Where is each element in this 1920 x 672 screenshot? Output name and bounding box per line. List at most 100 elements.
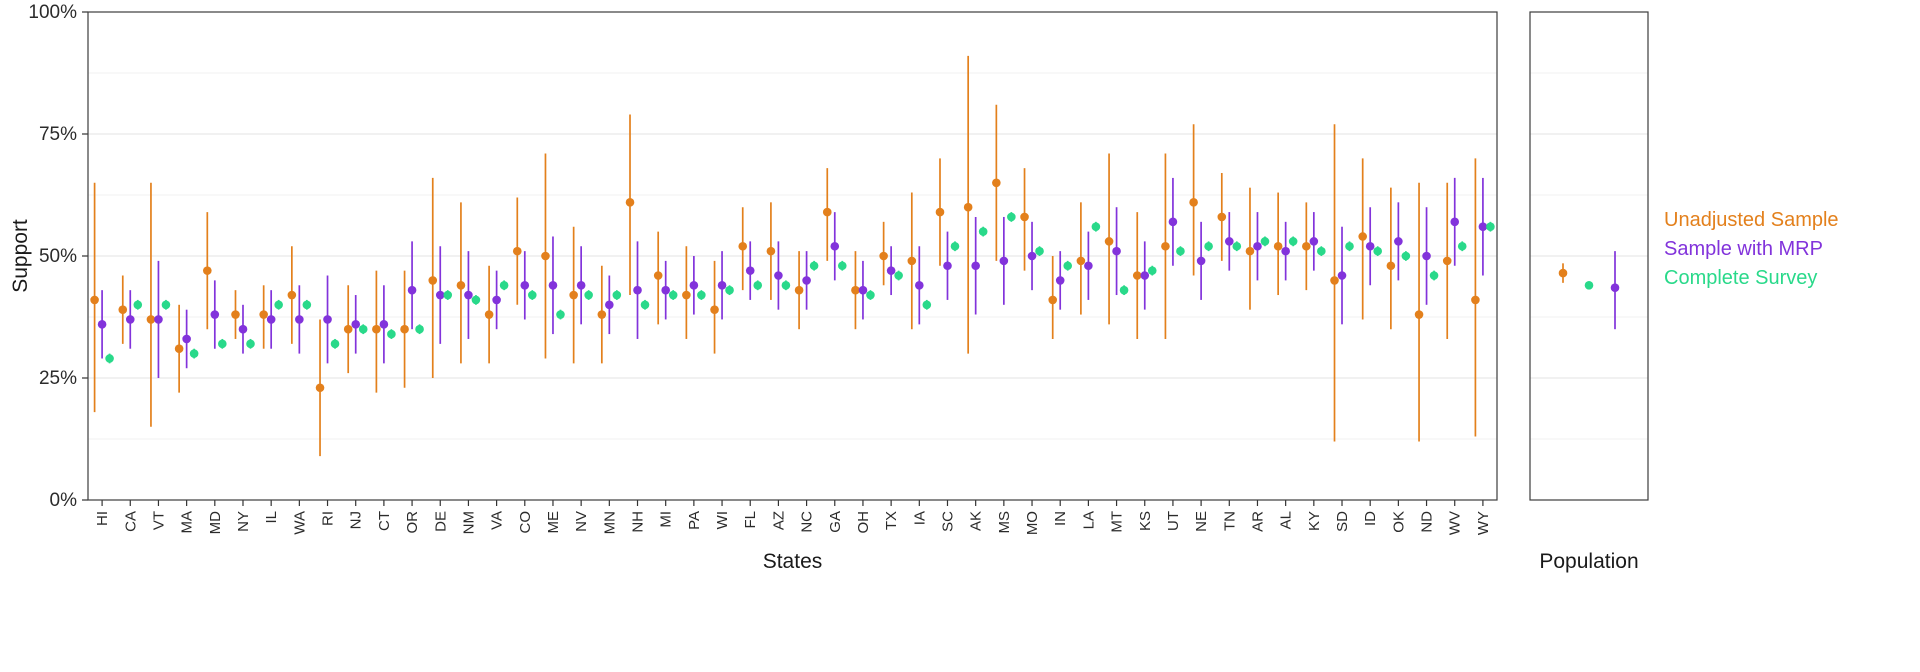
data-point bbox=[1273, 241, 1283, 251]
x-tick-label: MA bbox=[179, 511, 196, 534]
data-point bbox=[484, 310, 494, 319]
data-point bbox=[330, 339, 340, 349]
data-point bbox=[915, 280, 924, 290]
x-tick-label: MS bbox=[996, 511, 1013, 534]
data-point bbox=[274, 300, 283, 310]
data-point bbox=[499, 280, 509, 290]
data-point bbox=[548, 280, 558, 290]
data-point bbox=[886, 266, 896, 275]
data-point bbox=[315, 383, 325, 393]
data-point bbox=[415, 324, 424, 334]
data-point bbox=[218, 339, 227, 349]
data-point bbox=[879, 251, 888, 261]
x-tick-label: DE bbox=[432, 511, 449, 532]
data-point bbox=[125, 315, 135, 324]
x-tick-label: GA bbox=[827, 511, 844, 533]
data-point bbox=[146, 315, 156, 324]
x-tick-label: ME bbox=[545, 511, 562, 534]
data-point bbox=[689, 280, 699, 290]
x-tick-label: VT bbox=[150, 511, 167, 530]
data-point bbox=[189, 349, 199, 358]
data-point bbox=[1063, 261, 1073, 271]
population-panel-border bbox=[1529, 11, 1649, 501]
data-point bbox=[435, 290, 445, 300]
data-point bbox=[725, 285, 734, 295]
x-tick-label: VA bbox=[489, 511, 506, 530]
data-point bbox=[203, 266, 212, 275]
data-point bbox=[1330, 276, 1339, 285]
x-tick-label: PA bbox=[686, 511, 703, 530]
data-point bbox=[1422, 251, 1431, 261]
x-tick-label: FL bbox=[742, 511, 759, 529]
data-point bbox=[597, 310, 607, 319]
data-point bbox=[527, 290, 537, 300]
data-point bbox=[1486, 222, 1495, 232]
data-point bbox=[922, 300, 932, 310]
data-point bbox=[1196, 256, 1206, 266]
data-point bbox=[1091, 222, 1101, 232]
data-point bbox=[858, 285, 868, 295]
x-tick-label: UT bbox=[1165, 511, 1182, 531]
x-tick-label: TX bbox=[883, 511, 900, 530]
data-point bbox=[295, 315, 304, 324]
data-point bbox=[866, 290, 875, 300]
x-tick-label: RI bbox=[320, 511, 337, 526]
data-point bbox=[1084, 261, 1093, 271]
main-panel-border bbox=[87, 11, 1498, 501]
data-point bbox=[1176, 246, 1185, 256]
x-tick-label: IN bbox=[1052, 511, 1069, 526]
data-point bbox=[963, 202, 973, 212]
data-point bbox=[992, 178, 1001, 188]
x-tick-label: IL bbox=[263, 511, 280, 524]
legend-item-complete-survey: Complete Survey bbox=[1664, 267, 1817, 289]
data-point bbox=[781, 280, 791, 290]
x-tick-label: NY bbox=[235, 511, 252, 532]
x-tick-label: WI bbox=[714, 511, 731, 529]
x-tick-label: ND bbox=[1419, 511, 1436, 533]
data-point bbox=[1302, 241, 1311, 251]
x-tick-label: WY bbox=[1475, 511, 1492, 535]
data-point bbox=[118, 305, 128, 314]
x-tick-label: IA bbox=[911, 511, 928, 525]
data-point bbox=[1048, 295, 1058, 305]
x-tick-label: HI bbox=[94, 511, 111, 526]
data-point bbox=[661, 285, 670, 295]
data-point bbox=[999, 256, 1009, 266]
data-point bbox=[1224, 237, 1234, 246]
x-tick-label: CA bbox=[122, 511, 139, 532]
data-point bbox=[387, 329, 396, 339]
data-point bbox=[512, 246, 522, 256]
data-point bbox=[471, 295, 481, 305]
x-tick-label: ID bbox=[1362, 511, 1379, 526]
data-point bbox=[717, 280, 727, 290]
data-point bbox=[1027, 251, 1037, 261]
data-point bbox=[407, 285, 417, 295]
data-point bbox=[1055, 276, 1065, 285]
data-point bbox=[794, 285, 804, 295]
data-point bbox=[907, 256, 917, 266]
data-point bbox=[1035, 246, 1044, 256]
data-point bbox=[266, 315, 276, 324]
y-tick-label: 25% bbox=[39, 368, 77, 389]
x-tick-label: OR bbox=[404, 511, 421, 534]
data-point bbox=[971, 261, 980, 271]
legend-item-sample-with-mrp: Sample with MRP bbox=[1664, 238, 1823, 260]
data-point bbox=[1386, 261, 1396, 271]
population-axis-title: Population bbox=[1539, 550, 1638, 573]
data-point bbox=[1232, 241, 1242, 251]
x-tick-label: OK bbox=[1390, 511, 1407, 533]
data-point bbox=[456, 280, 466, 290]
data-point bbox=[1457, 241, 1467, 251]
data-point bbox=[576, 280, 586, 290]
data-point bbox=[287, 290, 297, 300]
data-point bbox=[1450, 217, 1460, 227]
data-point bbox=[1168, 217, 1178, 227]
data-point bbox=[379, 320, 389, 329]
y-axis-title: Support bbox=[9, 219, 32, 293]
data-point bbox=[1401, 251, 1411, 261]
y-tick-label: 50% bbox=[39, 246, 77, 267]
data-point bbox=[520, 280, 530, 290]
data-point bbox=[97, 320, 107, 329]
data-point bbox=[753, 280, 763, 290]
data-point bbox=[745, 266, 755, 275]
